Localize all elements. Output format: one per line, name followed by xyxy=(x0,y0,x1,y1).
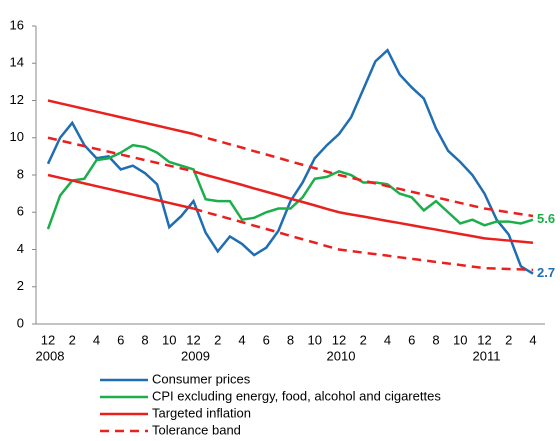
x-tick-label: 8 xyxy=(432,332,439,347)
series-line xyxy=(47,99,194,136)
x-tick-label: 10 xyxy=(162,332,176,347)
x-tick-label: 2 xyxy=(360,332,367,347)
y-tick-label: 14 xyxy=(10,55,24,70)
x-tick-label: 12 xyxy=(186,332,200,347)
y-tick-label: 16 xyxy=(10,17,24,32)
y-tick-label: 12 xyxy=(10,92,24,107)
x-tick-label: 12 xyxy=(332,332,346,347)
year-label: 2010 xyxy=(327,348,356,363)
y-tick-label: 0 xyxy=(17,315,24,330)
x-tick-label: 2 xyxy=(214,332,221,347)
x-tick-label: 6 xyxy=(408,332,415,347)
series-line xyxy=(46,143,534,230)
y-tick-label: 2 xyxy=(17,278,24,293)
y-tick-label: 10 xyxy=(10,129,24,144)
series-line xyxy=(193,170,534,245)
x-tick-label: 10 xyxy=(453,332,467,347)
series-line xyxy=(47,136,194,173)
x-tick-label: 4 xyxy=(238,332,245,347)
series-line xyxy=(193,132,534,218)
x-tick-label: 2 xyxy=(505,332,512,347)
x-tick-label: 12 xyxy=(41,332,55,347)
legend-label: Consumer prices xyxy=(152,371,251,386)
x-tick-label: 12 xyxy=(477,332,491,347)
x-tick-label: 4 xyxy=(529,332,536,347)
series-line xyxy=(46,48,534,275)
x-tick-label: 8 xyxy=(141,332,148,347)
legend-label: CPI excluding energy, food, alcohol and … xyxy=(152,388,441,403)
x-tick-label: 2 xyxy=(69,332,76,347)
series-line xyxy=(47,173,194,210)
year-label: 2011 xyxy=(473,348,501,363)
series-line xyxy=(193,207,534,272)
year-label: 2008 xyxy=(36,348,65,363)
y-tick-label: 8 xyxy=(17,166,24,181)
x-tick-label: 10 xyxy=(308,332,322,347)
legend-label: Tolerance band xyxy=(152,422,241,437)
x-tick-label: 4 xyxy=(384,332,391,347)
x-tick-label: 6 xyxy=(263,332,270,347)
y-tick-label: 4 xyxy=(17,241,24,256)
legend-label: Targeted inflation xyxy=(152,405,251,420)
value-label: 5.6 xyxy=(537,211,555,226)
value-label: 2.7 xyxy=(537,265,555,280)
x-tick-label: 4 xyxy=(93,332,100,347)
x-tick-label: 6 xyxy=(117,332,124,347)
year-label: 2009 xyxy=(181,348,210,363)
x-tick-label: 8 xyxy=(287,332,294,347)
y-tick-label: 6 xyxy=(17,204,24,219)
